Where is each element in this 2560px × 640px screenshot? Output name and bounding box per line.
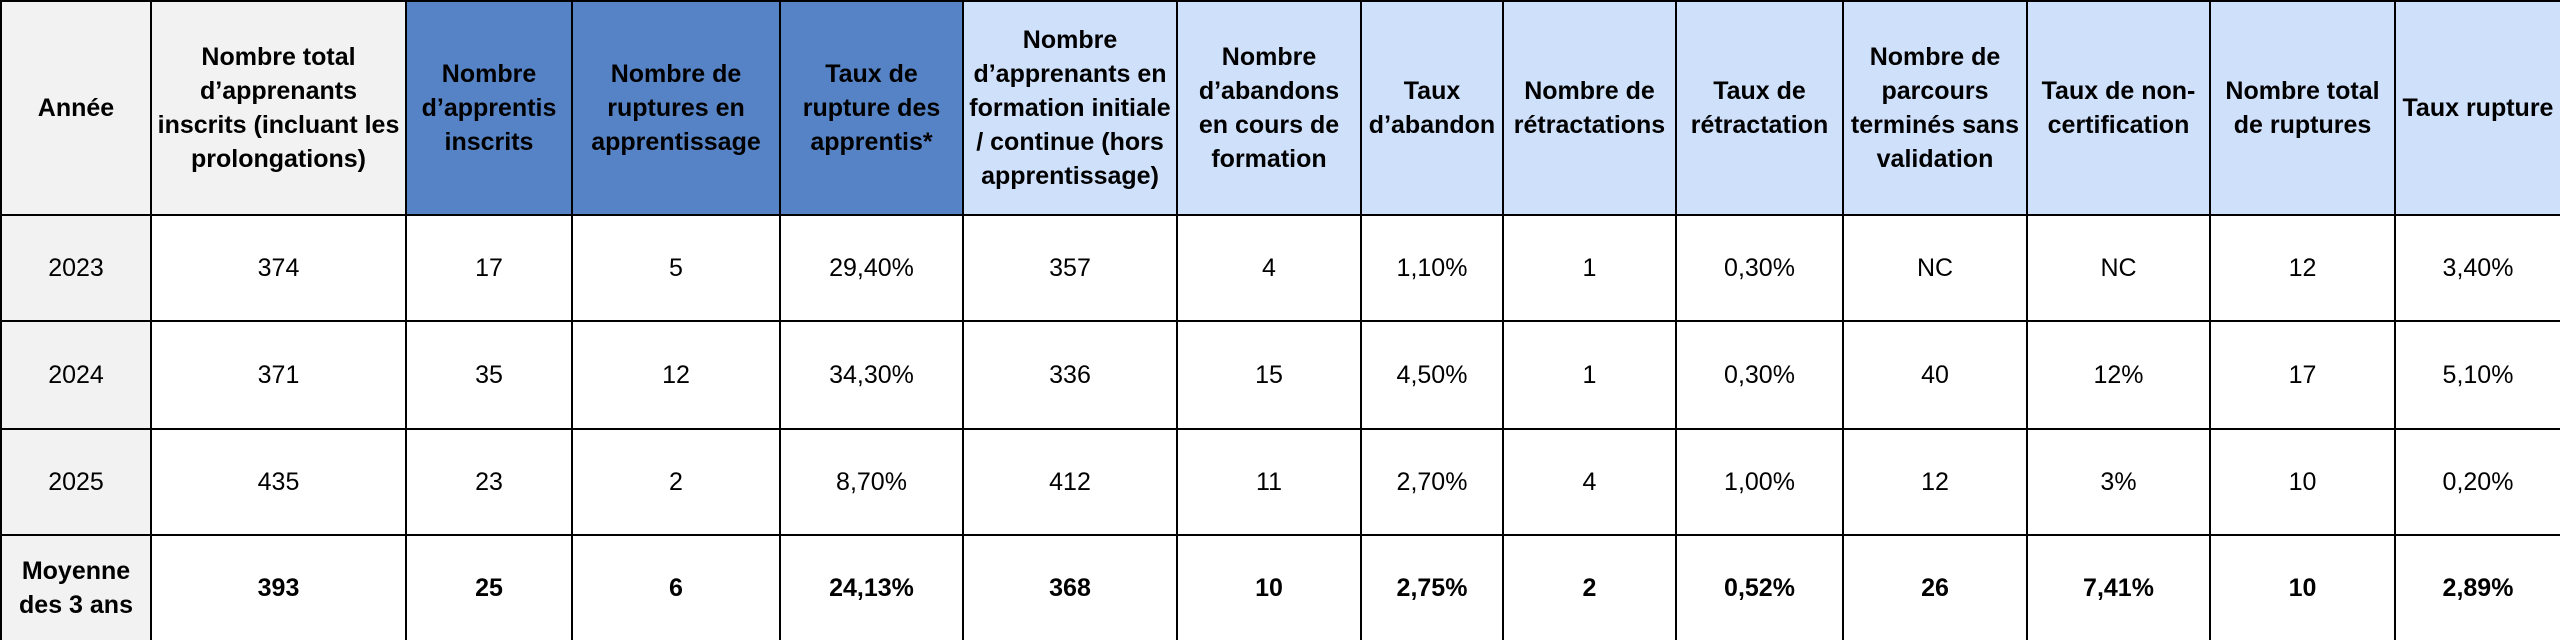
table-cell: 0,20% (2394, 428, 2560, 536)
data-row: 2024 371 35 12 34,30% 336 15 4,50% 1 0,30% 40 12% 17… (0, 320, 2560, 430)
table-cell: 4 (1502, 428, 1677, 536)
table-cell: Taux de rétractation (1675, 0, 1844, 216)
table-cell: 336 (962, 320, 1178, 430)
table-cell: 8,70% (779, 428, 964, 536)
table-cell: 40 (1842, 320, 2028, 430)
table-cell: 10 (2209, 428, 2396, 536)
table-cell: Nombre d’apprentis inscrits (405, 0, 573, 216)
table-cell: 24,13% (779, 534, 964, 640)
table-cell: 12 (2209, 214, 2396, 322)
table-cell: 5 (571, 214, 781, 322)
table-cell: 374 (150, 214, 407, 322)
table-cell: 435 (150, 428, 407, 536)
data-row: 2023 374 17 5 29,40% 357 4 1,10% 1 0,30% NC NC 12 3,4… (0, 214, 2560, 322)
table-cell: 10 (1176, 534, 1362, 640)
table-cell: 17 (2209, 320, 2396, 430)
table-cell: Nombre d’apprenants en formation initial… (962, 0, 1178, 216)
table-cell: Taux rupture (2394, 0, 2560, 216)
table-cell: 2 (1502, 534, 1677, 640)
table-cell: 7,41% (2026, 534, 2211, 640)
table-cell: Nombre d’abandons en cours de formation (1176, 0, 1362, 216)
table-cell: 2023 (0, 214, 152, 322)
table-cell: Taux de non-certification (2026, 0, 2211, 216)
table-cell: 35 (405, 320, 573, 430)
table-cell: 6 (571, 534, 781, 640)
table-cell: 1,00% (1675, 428, 1844, 536)
table-cell: 2,75% (1360, 534, 1504, 640)
table-cell: Nombre de ruptures en apprentissage (571, 0, 781, 216)
table-cell: NC (2026, 214, 2211, 322)
table-cell: 1 (1502, 320, 1677, 430)
table-cell: 368 (962, 534, 1178, 640)
table-cell: 15 (1176, 320, 1362, 430)
table-cell: 34,30% (779, 320, 964, 430)
table-cell: 10 (2209, 534, 2396, 640)
table-cell: 2025 (0, 428, 152, 536)
table-cell: 0,30% (1675, 320, 1844, 430)
table-cell: 2024 (0, 320, 152, 430)
table-cell: 26 (1842, 534, 2028, 640)
table-cell: Taux d’abandon (1360, 0, 1504, 216)
table-cell: 25 (405, 534, 573, 640)
table-cell: 4 (1176, 214, 1362, 322)
table-cell: Année (0, 0, 152, 216)
table-cell: 12% (2026, 320, 2211, 430)
table-cell: 357 (962, 214, 1178, 322)
table-cell: 3,40% (2394, 214, 2560, 322)
table-cell: 393 (150, 534, 407, 640)
data-row: Moyenne des 3 ans 393 25 6 24,13% 368 10 2,75% 2… (0, 534, 2560, 640)
table-cell: 1 (1502, 214, 1677, 322)
table-cell: 4,50% (1360, 320, 1504, 430)
table-cell: 371 (150, 320, 407, 430)
data-row: 2025 435 23 2 8,70% 412 11 2,70% 4 1,00% 12 3% 10 0,2… (0, 428, 2560, 536)
table-cell: Nombre de parcours terminés sans validat… (1842, 0, 2028, 216)
table-cell: 5,10% (2394, 320, 2560, 430)
table-cell: Nombre total d’apprenants inscrits (incl… (150, 0, 407, 216)
table-cell: 12 (571, 320, 781, 430)
table-cell: 29,40% (779, 214, 964, 322)
table-cell: 0,52% (1675, 534, 1844, 640)
table-cell: 2,89% (2394, 534, 2560, 640)
table-cell: Moyenne des 3 ans (0, 534, 152, 640)
table-cell: 11 (1176, 428, 1362, 536)
table-cell: NC (1842, 214, 2028, 322)
table-cell: 412 (962, 428, 1178, 536)
table-cell: Nombre de rétractations (1502, 0, 1677, 216)
table-cell: 0,30% (1675, 214, 1844, 322)
table-cell: 23 (405, 428, 573, 536)
table-cell: 1,10% (1360, 214, 1504, 322)
table-cell: Taux de rupture des apprentis* (779, 0, 964, 216)
table-cell: 2,70% (1360, 428, 1504, 536)
table-cell: 3% (2026, 428, 2211, 536)
header-row: Année Nombre total d’apprenants inscrits … (0, 0, 2560, 216)
table-cell: 17 (405, 214, 573, 322)
table-cell: 12 (1842, 428, 2028, 536)
table-cell: Nombre total de ruptures (2209, 0, 2396, 216)
table-cell: 2 (571, 428, 781, 536)
